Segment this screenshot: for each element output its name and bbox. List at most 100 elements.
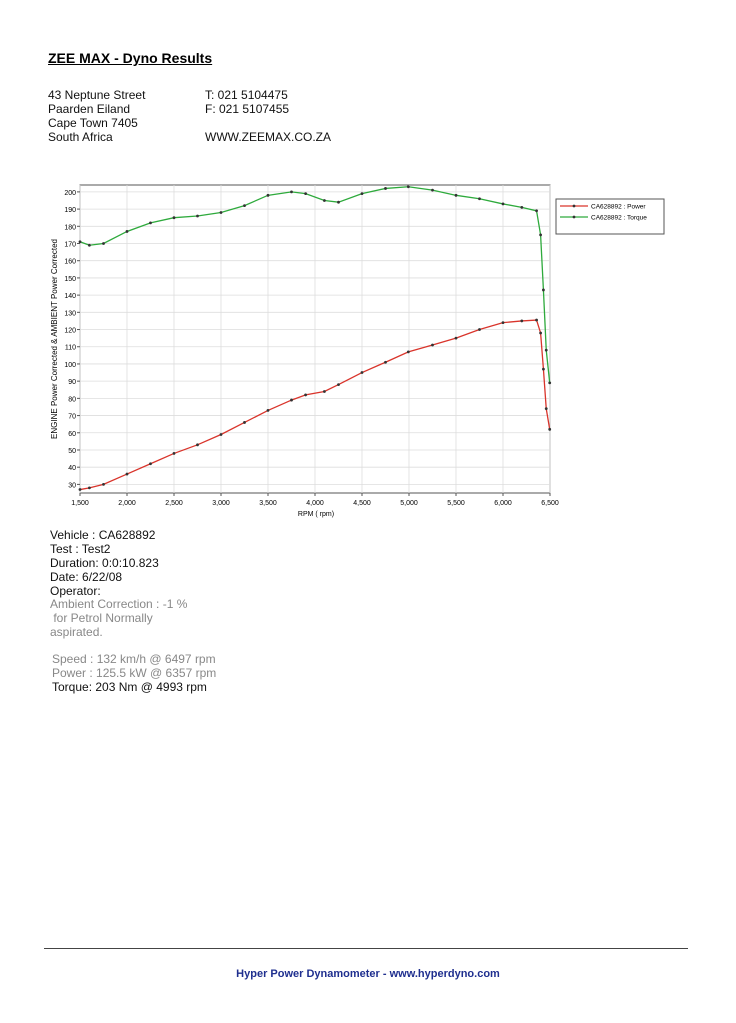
data-point xyxy=(304,393,307,397)
y-tick-label: 70 xyxy=(68,414,76,421)
chart: RPM ( rpm) ENGINE Power Corrected & AMBI… xyxy=(50,184,665,518)
data-point xyxy=(406,185,410,189)
legend-label: CA628892 : Power xyxy=(591,204,646,211)
data-point xyxy=(172,452,176,455)
data-point xyxy=(125,230,129,233)
data-point xyxy=(539,331,542,335)
address-line: South Africa xyxy=(48,130,113,144)
y-tick-label: 140 xyxy=(64,293,76,300)
data-point xyxy=(501,202,505,206)
correction-line: for Petrol Normally xyxy=(50,611,153,625)
y-axis-label: ENGINE Power Corrected & AMBIENT Power C… xyxy=(50,239,59,439)
legend-label: CA628892 : Torque xyxy=(591,215,647,222)
data-point xyxy=(360,371,364,374)
data-point xyxy=(431,343,434,347)
x-tick-label: 3,000 xyxy=(212,500,230,507)
x-tick-label: 6,000 xyxy=(494,500,512,507)
y-tick-label: 30 xyxy=(68,482,76,489)
data-point xyxy=(360,192,364,196)
data-point xyxy=(172,216,176,220)
data-point xyxy=(454,336,458,340)
y-tick-label: 120 xyxy=(64,328,76,335)
data-point xyxy=(548,427,552,431)
y-tick-label: 150 xyxy=(64,276,76,283)
x-tick-label: 3,500 xyxy=(259,500,277,507)
data-point xyxy=(219,211,223,214)
data-point xyxy=(88,486,91,490)
data-point xyxy=(290,398,293,402)
y-tick-label: 130 xyxy=(64,310,76,317)
data-point xyxy=(520,205,524,209)
data-point xyxy=(102,482,105,486)
data-point xyxy=(102,242,105,245)
y-tick-label: 110 xyxy=(65,345,76,352)
data-point xyxy=(304,192,307,196)
data-point xyxy=(219,433,223,436)
phone: T: 021 5104475 xyxy=(205,88,288,102)
correction-line: aspirated. xyxy=(50,625,103,639)
data-point xyxy=(266,193,270,197)
data-point xyxy=(544,348,548,352)
address-line: Paarden Eiland xyxy=(48,102,131,116)
x-tick-label: 5,000 xyxy=(400,500,418,507)
data-point xyxy=(406,350,410,354)
y-tick-label: 160 xyxy=(64,259,76,266)
result-line: Torque: 203 Nm @ 4993 rpm xyxy=(52,680,207,694)
detail-line: Test : Test2 xyxy=(50,542,111,556)
data-point xyxy=(78,240,82,244)
data-point xyxy=(384,187,387,190)
footer: Hyper Power Dynamometer - www.hyperdyno.… xyxy=(236,968,500,980)
x-tick-label: 2,500 xyxy=(165,500,183,507)
data-point xyxy=(266,409,270,412)
legend-marker xyxy=(572,215,576,219)
y-tick-label: 180 xyxy=(64,224,76,231)
detail-line: Duration: 0:0:10.823 xyxy=(50,556,159,570)
detail-line: Date: 6/22/08 xyxy=(50,570,123,584)
data-point xyxy=(478,197,481,201)
data-point xyxy=(243,421,246,424)
data-point xyxy=(501,321,505,325)
data-point xyxy=(323,390,326,393)
data-point xyxy=(548,381,552,385)
legend-marker xyxy=(572,204,576,208)
x-tick-label: 5,500 xyxy=(447,500,465,507)
y-tick-label: 40 xyxy=(68,465,76,472)
data-point xyxy=(431,188,434,192)
data-point xyxy=(337,200,340,204)
data-point xyxy=(542,367,545,371)
result-line: Speed : 132 km/h @ 6497 rpm xyxy=(52,652,216,666)
data-point xyxy=(196,214,199,218)
correction-line: Ambient Correction : -1 % xyxy=(50,597,188,611)
x-tick-label: 2,000 xyxy=(118,500,136,507)
y-tick-label: 100 xyxy=(64,362,76,369)
data-point xyxy=(478,328,481,331)
data-point xyxy=(290,190,293,194)
data-point xyxy=(88,243,91,247)
data-point xyxy=(196,443,199,447)
fax: F: 021 5107455 xyxy=(205,102,290,116)
data-point xyxy=(125,472,129,476)
y-tick-label: 200 xyxy=(64,190,76,197)
y-tick-label: 50 xyxy=(68,448,76,455)
data-point xyxy=(149,221,152,225)
data-point xyxy=(539,233,542,237)
x-tick-label: 6,500 xyxy=(541,500,559,507)
data-point xyxy=(454,193,458,197)
data-point xyxy=(520,319,524,323)
address-line: 43 Neptune Street xyxy=(48,88,146,102)
data-point xyxy=(323,199,326,202)
y-tick-label: 60 xyxy=(68,431,76,438)
x-tick-label: 4,500 xyxy=(353,500,371,507)
y-tick-label: 170 xyxy=(64,242,76,249)
address-line: Cape Town 7405 xyxy=(48,116,138,130)
data-point xyxy=(149,462,152,466)
data-point xyxy=(542,288,545,292)
y-tick-label: 190 xyxy=(64,207,76,214)
footer-rule xyxy=(44,948,688,949)
detail-line: Operator: xyxy=(50,584,101,598)
result-line: Power : 125.5 kW @ 6357 rpm xyxy=(52,666,217,680)
data-point xyxy=(78,488,82,491)
data-point xyxy=(243,204,246,208)
x-tick-label: 4,000 xyxy=(306,500,324,507)
